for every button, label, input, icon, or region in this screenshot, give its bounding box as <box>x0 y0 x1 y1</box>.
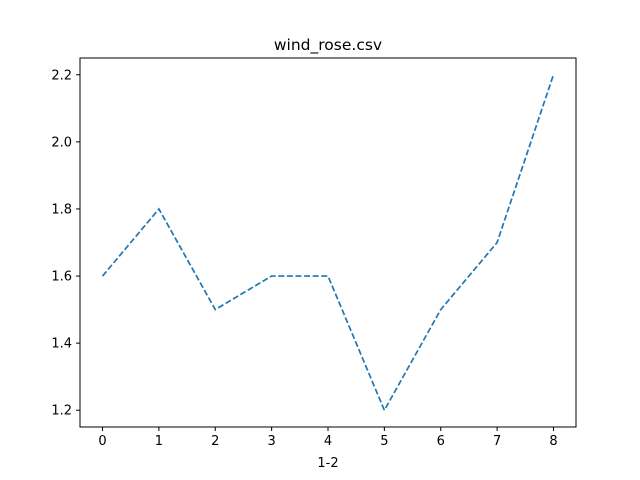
x-tick-label: 7 <box>493 434 501 449</box>
plot-background <box>80 58 576 427</box>
x-tick-label: 3 <box>267 434 275 449</box>
x-tick-label: 5 <box>380 434 388 449</box>
plot-frame <box>79 57 577 428</box>
x-tick-label: 1 <box>155 434 163 449</box>
y-tick-label: 1.2 <box>51 404 72 419</box>
x-axis-label: 1-2 <box>317 456 338 471</box>
y-tick-label: 1.4 <box>51 337 72 352</box>
x-tick-label: 6 <box>437 434 445 449</box>
series-layer <box>101 74 555 413</box>
x-axis-ticks: 0 1 2 3 4 5 6 7 8 <box>98 427 558 449</box>
y-axis-ticks: 1.2 1.4 1.6 1.8 2.0 2.2 <box>51 68 80 419</box>
y-tick-label: 1.8 <box>51 202 72 217</box>
x-tick-label: 0 <box>98 434 106 449</box>
x-tick-label: 2 <box>211 434 219 449</box>
chart-title: wind_rose.csv <box>274 36 382 55</box>
y-tick-label: 1.6 <box>51 270 72 285</box>
y-tick-label: 2.2 <box>51 68 72 83</box>
x-tick-label: 8 <box>549 434 557 449</box>
series-line-0 <box>101 74 555 413</box>
x-tick-label: 4 <box>324 434 332 449</box>
y-tick-label: 2.0 <box>51 135 72 150</box>
